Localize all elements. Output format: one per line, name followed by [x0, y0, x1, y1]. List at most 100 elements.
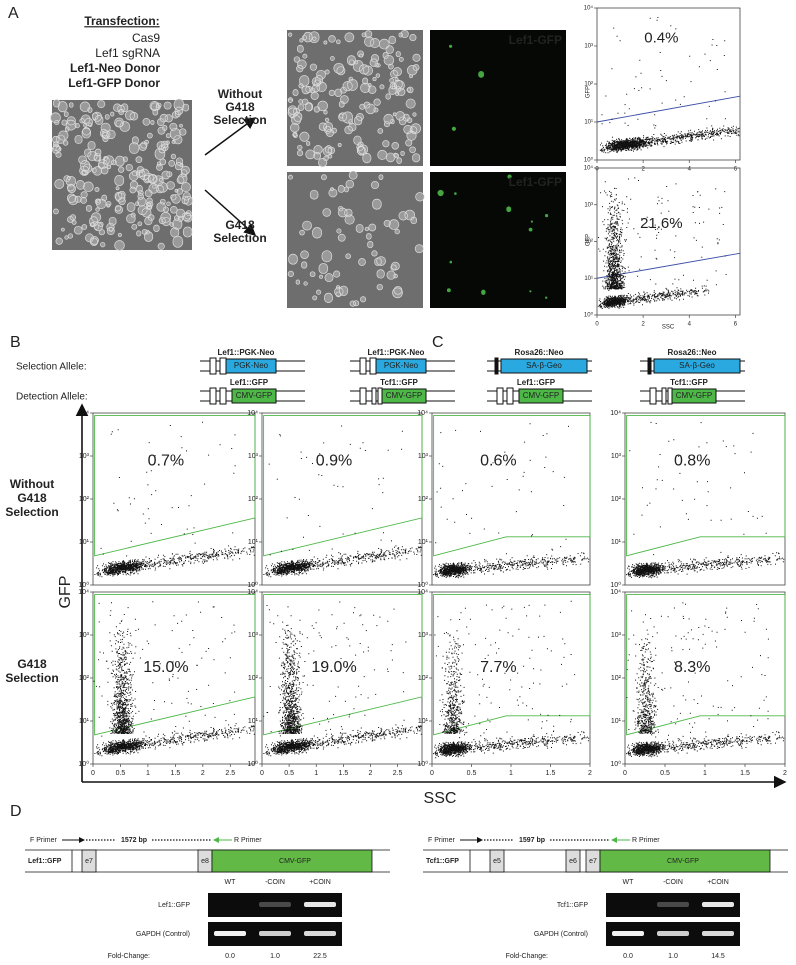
row-label: G418 [17, 491, 47, 505]
cassette [211, 849, 373, 873]
y-tick-label: 10⁴ [584, 5, 594, 12]
cassette-label: CMV-GFP [676, 391, 712, 400]
exon [649, 387, 657, 405]
allele-name: Lef1::PGK-Neo [368, 348, 425, 357]
row-label: Selection [5, 505, 58, 519]
primer-label: R Primer [632, 837, 660, 844]
primer-label: F Primer [30, 837, 58, 844]
x-tick-label: 0.5 [116, 770, 126, 777]
cassette-label: CMV-GFP [386, 391, 422, 400]
gel-band [259, 931, 291, 936]
gel-band [304, 931, 336, 936]
exon [377, 387, 383, 405]
allele-name: Tcf1::GFP [670, 378, 708, 387]
y-tick-label: 10² [248, 496, 259, 503]
y-tick-label: 10⁴ [78, 589, 89, 596]
x-tick-label: 2 [588, 770, 592, 777]
exon [667, 387, 673, 405]
cassette-label: CMV-GFP [523, 391, 559, 400]
allele-name: Tcf1::GFP [380, 378, 418, 387]
allele-name: Tcf1::GFP [426, 858, 459, 865]
gate-percent: 7.7% [480, 659, 516, 676]
gel-row-label: GAPDH (Control) [136, 931, 190, 938]
y-tick-label: 10¹ [248, 539, 259, 546]
y-tick-label: 10² [584, 82, 593, 88]
axis-title: SSC [424, 790, 457, 807]
x-tick-label: 1 [314, 770, 318, 777]
y-tick-label: 10⁰ [584, 157, 594, 164]
y-tick-label: 10² [584, 239, 593, 245]
row-label: Selection [5, 671, 58, 685]
lane-label: -COIN [663, 879, 683, 886]
x-tick-label: 0 [260, 770, 264, 777]
cassette-label: CMV-GFP [236, 391, 272, 400]
y-tick-label: 10² [611, 675, 622, 682]
cassette [225, 358, 277, 374]
allele-row-label: Selection Allele: [16, 362, 87, 373]
micrograph [287, 172, 423, 308]
cassette-label: SA-β-Geo [526, 361, 562, 370]
x-tick-label: 0.5 [467, 770, 477, 777]
cassette [599, 849, 771, 873]
y-tick-label: 10³ [611, 632, 622, 639]
y-tick-label: 10³ [611, 453, 622, 460]
exon [359, 357, 367, 375]
scatter-cloud [433, 423, 590, 579]
cassette [518, 388, 564, 404]
x-tick-label: 1.5 [338, 770, 348, 777]
row-label: Without [10, 477, 55, 491]
exon [81, 849, 97, 873]
y-tick-label: 10³ [584, 44, 593, 50]
y-tick-label: 10² [418, 496, 429, 503]
scatter-cloud [263, 601, 422, 757]
y-tick-label: 10⁴ [247, 410, 258, 417]
y-tick-label: 10⁰ [417, 760, 428, 768]
transfection-item: Lef1 sgRNA [95, 46, 160, 60]
y-tick-label: 10⁰ [78, 760, 89, 768]
fold-value: 0.0 [623, 953, 633, 960]
transfection-item: Lef1-Neo Donor [70, 61, 160, 75]
micrograph [430, 30, 566, 166]
cassette-label: PGK-Neo [384, 361, 419, 370]
lane-label: +COIN [309, 879, 331, 886]
allele-name: Lef1::GFP [230, 378, 269, 387]
exon [359, 387, 367, 405]
y-tick-label: 10⁰ [610, 760, 621, 768]
gfp-label: Lef1-GFP [509, 33, 562, 47]
y-tick-label: 10¹ [584, 120, 593, 126]
exon [219, 357, 227, 375]
fold-value: 22.5 [313, 953, 327, 960]
lane-label: WT [623, 879, 635, 886]
gate [94, 594, 256, 736]
primer-label: F Primer [428, 837, 456, 844]
cells [287, 29, 422, 168]
gel-band [612, 931, 644, 936]
y-tick-label: 10³ [418, 632, 429, 639]
arrow [204, 189, 257, 237]
exon-label: e7 [85, 858, 93, 865]
gate-percent: 15.0% [143, 659, 188, 676]
x-tick-label: 2.5 [393, 770, 403, 777]
exon [209, 387, 217, 405]
x-tick-label: 1 [703, 770, 707, 777]
y-tick-label: 10³ [584, 202, 593, 208]
allele-name: Rosa26::Neo [668, 348, 717, 357]
fold-value: 14.5 [711, 953, 725, 960]
gate [263, 594, 423, 736]
x-tick-label: 2 [641, 322, 645, 328]
exon [496, 387, 504, 405]
y-tick-label: 10¹ [584, 276, 593, 282]
axis-title: GFP [586, 234, 592, 246]
x-tick-label: 0 [91, 770, 95, 777]
allele-name: Lef1::GFP [517, 378, 556, 387]
cassette-label: CMV-GFP [279, 858, 311, 865]
x-tick-label: 1 [509, 770, 513, 777]
y-tick-label: 10⁴ [610, 410, 621, 417]
exon-label: e6 [569, 858, 577, 865]
gel-band [657, 902, 689, 907]
y-tick-label: 10¹ [79, 539, 90, 546]
fold-value: 1.0 [270, 953, 280, 960]
axis-title: GFP [586, 86, 592, 98]
y-tick-label: 10³ [79, 632, 90, 639]
cassette [500, 358, 588, 374]
